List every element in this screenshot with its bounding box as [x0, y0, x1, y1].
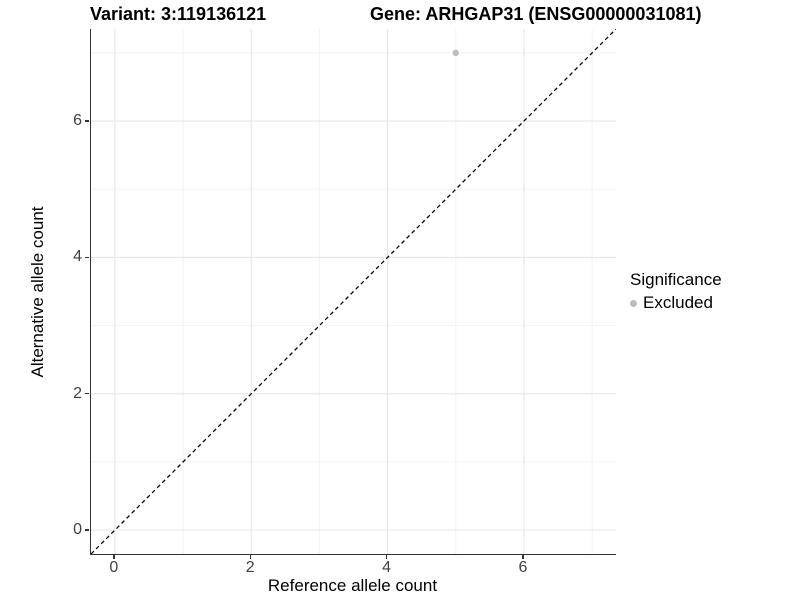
y-tick-mark [85, 529, 89, 531]
x-tick-label: 2 [245, 559, 255, 576]
y-tick-label: 0 [73, 521, 82, 539]
x-tick-mark [113, 555, 115, 559]
x-tick-label: 0 [109, 559, 119, 576]
identity-dashed-line [91, 29, 616, 554]
plot-title-variant: Variant: 3:119136121 [90, 4, 267, 24]
legend-item-label: Excluded [643, 293, 713, 312]
y-tick-label: 4 [73, 248, 82, 266]
y-tick-mark [85, 120, 89, 122]
plot-title-gene: Gene: ARHGAP31 (ENSG00000031081) [370, 4, 702, 24]
y-axis-label: Alternative allele count [28, 206, 47, 378]
x-axis-label: Reference allele count [267, 576, 438, 595]
legend-title: Significance [630, 270, 722, 289]
y-tick-mark [85, 393, 89, 395]
legend-dot-icon [630, 299, 637, 307]
plot-panel [90, 29, 616, 555]
x-tick-mark [522, 555, 524, 559]
plot-canvas [91, 29, 616, 554]
data-point [452, 49, 459, 57]
legend: Significance Excluded [630, 270, 722, 313]
x-tick-label: 4 [382, 559, 392, 576]
y-tick-label: 2 [73, 384, 82, 402]
y-tick-mark [85, 256, 89, 259]
y-tick-label: 6 [73, 112, 82, 130]
legend-item-excluded: Excluded [630, 293, 722, 313]
x-tick-mark [385, 555, 388, 559]
x-tick-label: 6 [518, 559, 528, 576]
x-tick-mark [249, 555, 251, 559]
